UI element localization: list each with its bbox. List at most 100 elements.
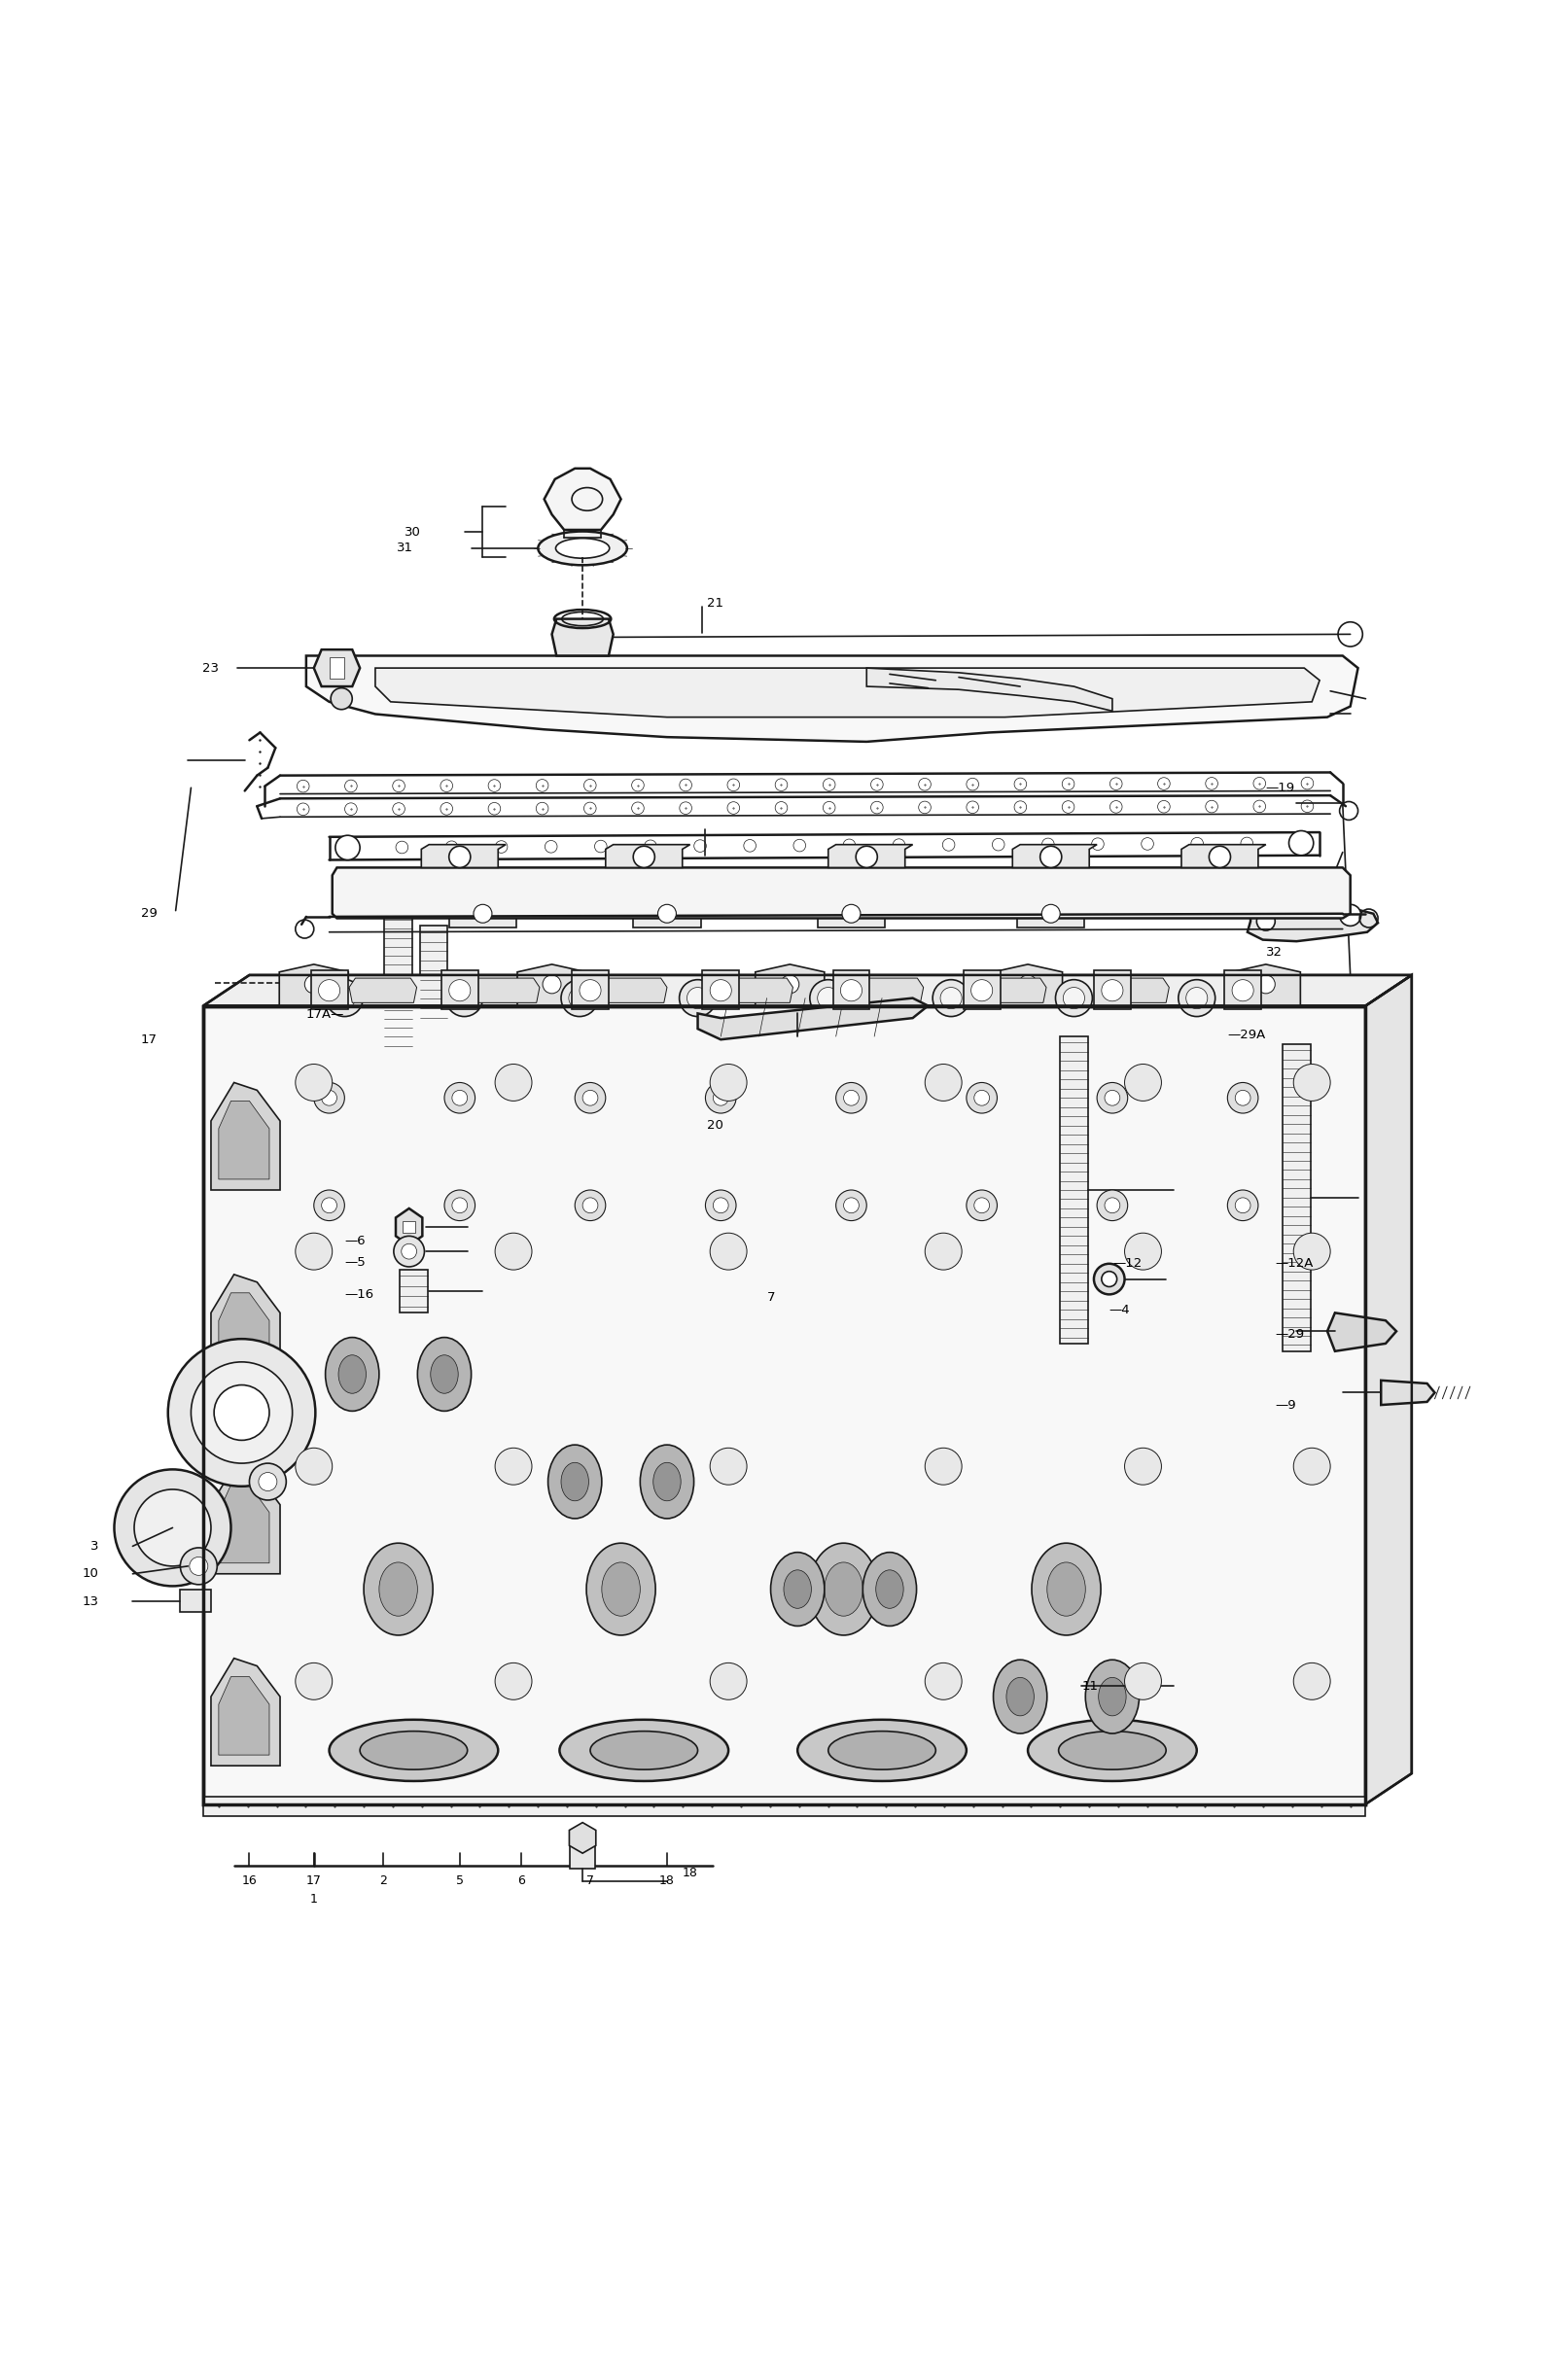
Circle shape: [1293, 1447, 1331, 1485]
Ellipse shape: [1007, 1678, 1035, 1716]
Circle shape: [925, 1664, 962, 1699]
Circle shape: [857, 847, 877, 869]
Polygon shape: [211, 1083, 280, 1190]
Circle shape: [579, 981, 601, 1002]
Text: —16: —16: [344, 1288, 373, 1302]
Circle shape: [496, 1233, 531, 1271]
Circle shape: [542, 976, 561, 992]
Circle shape: [1227, 1083, 1258, 1114]
Circle shape: [249, 1464, 287, 1499]
Circle shape: [844, 1090, 860, 1107]
Circle shape: [967, 1083, 998, 1114]
Polygon shape: [395, 1209, 423, 1245]
Bar: [572, 971, 609, 1009]
Ellipse shape: [798, 1721, 967, 1780]
Circle shape: [445, 1190, 476, 1221]
Ellipse shape: [431, 1354, 459, 1392]
Polygon shape: [979, 978, 1046, 1002]
Bar: [818, 900, 884, 928]
Bar: [1283, 1045, 1310, 1352]
Circle shape: [1227, 1190, 1258, 1221]
Circle shape: [925, 1064, 962, 1102]
Ellipse shape: [587, 1542, 655, 1635]
Circle shape: [974, 1090, 990, 1107]
Text: —9: —9: [1275, 1399, 1297, 1411]
Circle shape: [1097, 1190, 1128, 1221]
Circle shape: [713, 1197, 728, 1214]
Circle shape: [296, 1447, 333, 1485]
Ellipse shape: [640, 1445, 694, 1518]
Ellipse shape: [601, 1561, 640, 1616]
Polygon shape: [349, 978, 417, 1002]
Text: 29: 29: [141, 907, 158, 921]
Polygon shape: [203, 1797, 1366, 1816]
Circle shape: [686, 988, 708, 1009]
Circle shape: [818, 988, 840, 1009]
Circle shape: [1039, 847, 1061, 869]
Circle shape: [296, 1664, 333, 1699]
Circle shape: [713, 1090, 728, 1107]
Polygon shape: [218, 1676, 270, 1754]
Ellipse shape: [548, 1445, 601, 1518]
Circle shape: [1041, 904, 1060, 923]
Circle shape: [658, 904, 677, 923]
Bar: [702, 971, 739, 1009]
Text: 18: 18: [683, 1866, 697, 1880]
Bar: [384, 914, 412, 1052]
Text: 13: 13: [82, 1595, 99, 1609]
Bar: [634, 900, 700, 928]
Ellipse shape: [325, 1338, 380, 1411]
Bar: [420, 926, 448, 1023]
Text: —12A: —12A: [1275, 1257, 1314, 1271]
Circle shape: [115, 1468, 231, 1585]
Circle shape: [1125, 1664, 1162, 1699]
Text: 21: 21: [706, 597, 723, 609]
Circle shape: [1125, 1064, 1162, 1102]
Circle shape: [135, 1490, 211, 1566]
Text: 7: 7: [767, 1290, 774, 1304]
Bar: [403, 1221, 415, 1233]
Polygon shape: [314, 650, 359, 685]
Bar: [1224, 971, 1261, 1009]
Ellipse shape: [418, 1338, 471, 1411]
Circle shape: [449, 847, 471, 869]
Ellipse shape: [359, 1730, 468, 1771]
Ellipse shape: [559, 1721, 728, 1780]
Circle shape: [1210, 847, 1230, 869]
Text: 32: 32: [1266, 945, 1283, 959]
Circle shape: [634, 847, 655, 869]
Circle shape: [781, 976, 799, 992]
Ellipse shape: [1029, 1721, 1197, 1780]
Ellipse shape: [771, 1552, 824, 1626]
Text: 17: 17: [141, 1033, 158, 1045]
Text: 1: 1: [310, 1892, 318, 1906]
Ellipse shape: [330, 1721, 499, 1780]
Circle shape: [322, 1090, 336, 1107]
Circle shape: [1097, 1083, 1128, 1114]
Circle shape: [1235, 1090, 1250, 1107]
Text: 7: 7: [587, 1875, 595, 1887]
Circle shape: [1104, 1197, 1120, 1214]
Ellipse shape: [1047, 1561, 1086, 1616]
Ellipse shape: [1098, 1678, 1126, 1716]
Ellipse shape: [829, 1730, 936, 1771]
Ellipse shape: [993, 1659, 1047, 1733]
Circle shape: [1293, 1664, 1331, 1699]
Polygon shape: [829, 845, 912, 869]
Polygon shape: [1247, 897, 1379, 940]
Text: 16: 16: [242, 1875, 257, 1887]
Bar: [311, 971, 347, 1009]
Circle shape: [452, 1197, 468, 1214]
Circle shape: [836, 1083, 866, 1114]
Polygon shape: [218, 1292, 270, 1371]
Ellipse shape: [654, 1461, 682, 1502]
Ellipse shape: [364, 1542, 432, 1635]
Text: 18: 18: [660, 1875, 675, 1887]
Polygon shape: [993, 964, 1063, 1007]
Ellipse shape: [809, 1542, 878, 1635]
Circle shape: [401, 1245, 417, 1259]
Circle shape: [1179, 981, 1214, 1016]
Circle shape: [393, 1235, 424, 1266]
Circle shape: [1293, 1064, 1331, 1102]
Ellipse shape: [1058, 1730, 1166, 1771]
